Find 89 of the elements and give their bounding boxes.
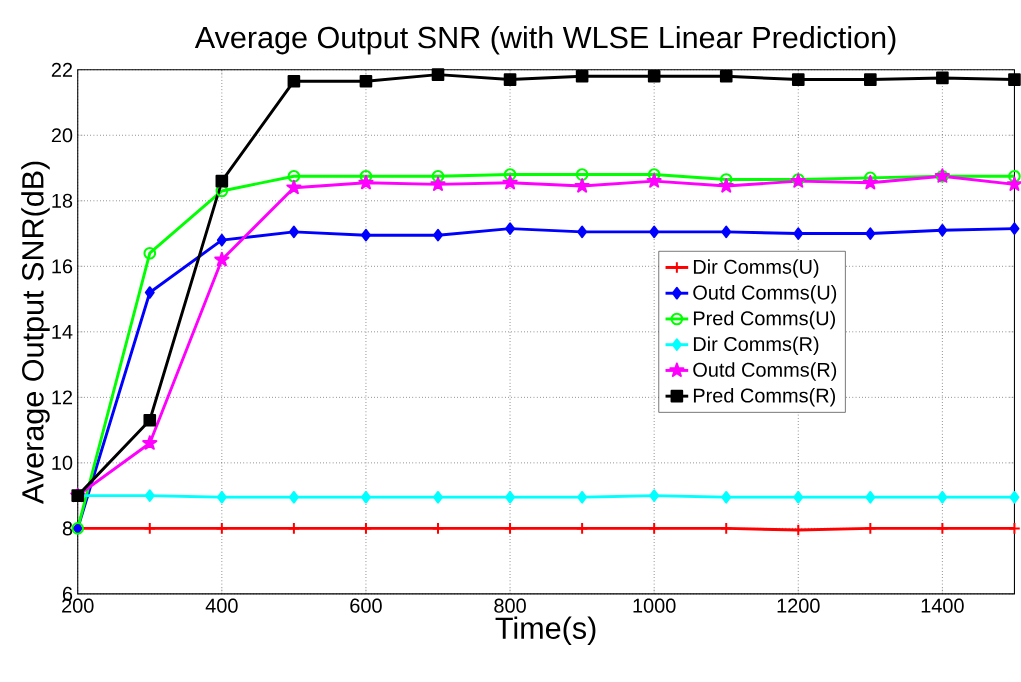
point bbox=[575, 168, 589, 182]
point bbox=[936, 71, 949, 85]
point bbox=[1008, 522, 1021, 535]
point bbox=[937, 491, 948, 504]
point bbox=[287, 170, 301, 183]
point bbox=[864, 522, 877, 535]
y-tick-label: 16 bbox=[52, 259, 73, 274]
point bbox=[577, 225, 588, 239]
point bbox=[1009, 222, 1020, 236]
x-tick-label: 800 bbox=[494, 598, 526, 613]
x-tick-label: 600 bbox=[350, 598, 382, 613]
point bbox=[577, 491, 588, 504]
point bbox=[721, 225, 732, 239]
point bbox=[575, 522, 589, 535]
point bbox=[214, 252, 230, 267]
point bbox=[937, 224, 948, 237]
point bbox=[649, 225, 660, 239]
point bbox=[503, 522, 517, 535]
point bbox=[144, 286, 155, 300]
point bbox=[431, 170, 445, 183]
point bbox=[502, 175, 518, 190]
y-tick-label: 14 bbox=[52, 325, 73, 339]
point bbox=[359, 522, 373, 535]
y-axis-title: Average Output SNR(dB) bbox=[21, 161, 50, 505]
point bbox=[431, 522, 445, 535]
y-tick-label: 20 bbox=[51, 128, 73, 143]
point bbox=[216, 491, 227, 504]
point bbox=[143, 414, 157, 427]
point bbox=[721, 491, 732, 504]
point bbox=[216, 233, 227, 247]
point bbox=[862, 175, 878, 190]
point bbox=[287, 75, 301, 88]
point bbox=[864, 73, 877, 87]
point bbox=[288, 225, 299, 239]
x-tick-label: 400 bbox=[205, 598, 238, 613]
legend-label: Dir Comms(U) bbox=[693, 259, 819, 279]
point bbox=[718, 178, 734, 193]
point bbox=[215, 175, 229, 188]
x-tick-label: 1000 bbox=[633, 598, 676, 613]
point bbox=[865, 491, 876, 504]
point bbox=[358, 175, 374, 190]
point bbox=[574, 178, 590, 193]
point bbox=[359, 75, 373, 88]
chart-title: Average Output SNR (with WLSE Linear Prediction) bbox=[194, 26, 896, 55]
x-axis-title: Time(s) bbox=[495, 616, 596, 646]
point bbox=[791, 73, 805, 87]
point bbox=[646, 173, 662, 188]
point bbox=[575, 70, 589, 83]
point bbox=[647, 70, 661, 83]
point bbox=[360, 491, 371, 504]
legend-label: Pred Comms(R) bbox=[693, 388, 836, 407]
point bbox=[719, 70, 733, 83]
point bbox=[144, 489, 155, 503]
point bbox=[647, 522, 661, 535]
legend-label: Dir Comms(R) bbox=[693, 336, 819, 356]
point bbox=[503, 168, 517, 182]
point bbox=[433, 229, 443, 242]
point bbox=[360, 229, 371, 242]
legend-label: Outd Comms(U) bbox=[693, 285, 837, 304]
y-tick-label: 12 bbox=[52, 390, 73, 405]
point bbox=[143, 247, 157, 260]
legend-label: Pred Comms(U) bbox=[693, 310, 836, 330]
point bbox=[1009, 491, 1020, 504]
point bbox=[793, 491, 804, 504]
y-tick-label: 10 bbox=[52, 456, 73, 471]
y-tick-label: 18 bbox=[52, 193, 73, 209]
x-tick-label: 1400 bbox=[921, 598, 964, 613]
x-tick-label: 1200 bbox=[777, 598, 820, 613]
point bbox=[288, 491, 299, 504]
point bbox=[793, 227, 804, 241]
point bbox=[936, 522, 949, 535]
y-tick-label: 22 bbox=[51, 62, 73, 77]
y-tick-label: 8 bbox=[62, 521, 73, 536]
point bbox=[215, 522, 229, 535]
point bbox=[503, 73, 517, 87]
point bbox=[143, 522, 157, 535]
point bbox=[865, 227, 876, 241]
point bbox=[430, 176, 446, 192]
point bbox=[287, 522, 301, 535]
point bbox=[649, 489, 660, 503]
point bbox=[431, 68, 445, 82]
point bbox=[142, 435, 158, 450]
legend-label: Outd Comms(R) bbox=[693, 362, 837, 381]
point bbox=[286, 179, 302, 195]
point bbox=[505, 222, 516, 236]
point bbox=[1008, 170, 1021, 183]
point bbox=[719, 522, 733, 535]
point bbox=[433, 491, 443, 504]
point bbox=[505, 491, 516, 504]
